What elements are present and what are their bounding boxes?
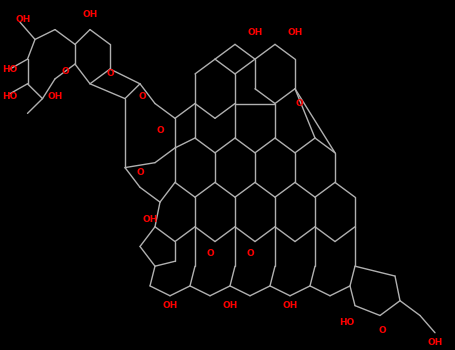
Text: OH: OH	[287, 28, 303, 36]
Text: OH: OH	[428, 338, 443, 347]
Text: OH: OH	[282, 301, 298, 310]
Text: HO: HO	[339, 318, 355, 327]
Text: HO: HO	[2, 92, 18, 101]
Text: O: O	[61, 67, 69, 76]
Text: O: O	[106, 69, 114, 78]
Text: OH: OH	[162, 301, 178, 310]
Text: O: O	[139, 92, 147, 101]
Text: OH: OH	[248, 28, 263, 36]
Text: OH: OH	[142, 215, 158, 224]
Text: OH: OH	[82, 10, 98, 19]
Text: OH: OH	[47, 92, 63, 101]
Text: O: O	[136, 168, 144, 177]
Text: O: O	[156, 126, 164, 135]
Text: O: O	[246, 249, 254, 258]
Text: O: O	[206, 249, 214, 258]
Text: OH: OH	[222, 301, 238, 310]
Text: O: O	[295, 99, 303, 108]
Text: HO: HO	[2, 64, 18, 74]
Text: OH: OH	[15, 15, 30, 24]
Text: O: O	[379, 326, 386, 335]
